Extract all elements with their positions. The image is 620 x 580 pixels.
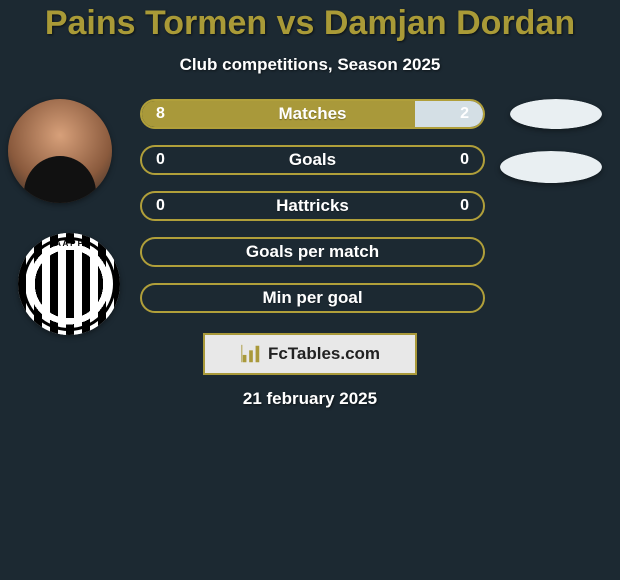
stat-row: Hattricks0 0 [140, 191, 485, 221]
source-text: FcTables.com [268, 344, 380, 364]
stat-value-right: 0 [446, 147, 483, 173]
club-badge-text: A A P P [18, 239, 120, 248]
stat-row: Min per goal [140, 283, 485, 313]
player1-avatar [8, 99, 112, 203]
player1-club-badge: A A P P [18, 233, 120, 335]
stat-bar: Min per goal [140, 283, 485, 313]
player2-avatar-2 [500, 151, 602, 183]
stat-value-left: 0 [142, 147, 179, 173]
stat-bar: Hattricks0 0 [140, 191, 485, 221]
stat-value-right: 0 [446, 193, 483, 219]
footer-date: 21 february 2025 [0, 389, 620, 409]
stat-value-right: 2 [446, 101, 483, 127]
source-box: FcTables.com [203, 333, 417, 375]
stat-value-left: 0 [142, 193, 179, 219]
stat-value-left: 8 [142, 101, 179, 127]
stats-area: A A P P Matches82Goals00Hattricks00Goals… [0, 99, 620, 313]
stat-label: Matches [142, 101, 483, 127]
stat-label: Goals per match [142, 239, 483, 265]
stat-bar: Goals per match [140, 237, 485, 267]
stat-bar: Matches8 2 [140, 99, 485, 129]
stat-row: Matches8 2 [140, 99, 485, 129]
player2-avatar-1 [510, 99, 602, 129]
page-title: Pains Tormen vs Damjan Dordan [0, 0, 620, 43]
chart-icon [240, 343, 262, 365]
club-badge-icon: A A P P [18, 233, 120, 335]
stat-label: Min per goal [142, 285, 483, 311]
stat-row: Goals per match [140, 237, 485, 267]
stat-row: Goals0 0 [140, 145, 485, 175]
stat-bar: Goals0 0 [140, 145, 485, 175]
oval-icon [500, 151, 602, 183]
oval-icon [510, 99, 602, 129]
stat-label: Hattricks [142, 193, 483, 219]
stat-rows: Matches82Goals00Hattricks00Goals per mat… [140, 99, 485, 313]
face-icon [8, 99, 112, 203]
stat-label: Goals [142, 147, 483, 173]
subtitle: Club competitions, Season 2025 [0, 55, 620, 75]
